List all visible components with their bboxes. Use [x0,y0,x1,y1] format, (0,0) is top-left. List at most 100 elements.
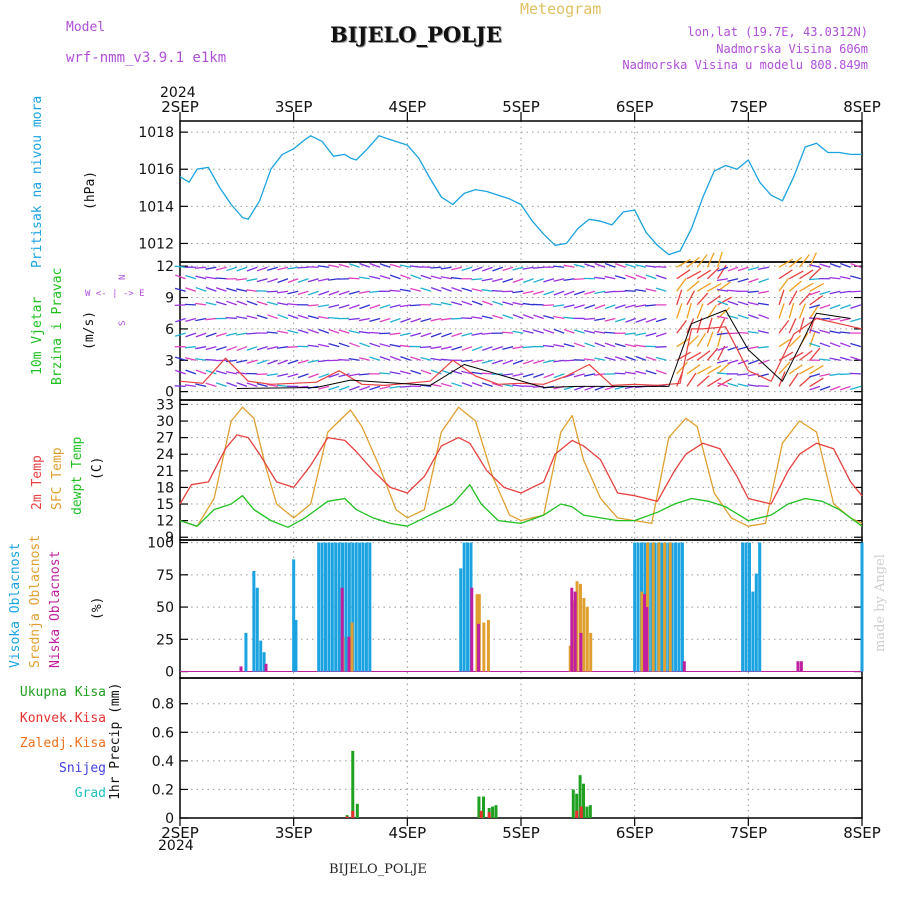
wind-barb [328,328,340,334]
wind-barb [430,266,442,269]
wind-barb [420,317,432,323]
wind-barb [584,263,596,268]
wind-barb [359,342,371,348]
wind-barb [430,383,442,388]
wind-barb [226,346,238,351]
wind-barb [471,371,483,375]
cloud-bar-high [758,542,762,672]
wind-barb [512,330,524,334]
wind-barb [420,369,432,375]
footer-station: BIJELO_POLJE [329,862,427,877]
wind-barb [604,331,616,334]
wind-gust-line [236,309,851,389]
wind-barb [624,343,636,348]
wind-barb [205,382,217,388]
wind-barb [522,329,534,334]
y-tick-label: 24 [156,447,174,463]
wind-barb [522,302,534,306]
wind-barb [297,278,309,283]
wind-barb [297,385,309,389]
x-tick-label-bottom: 6SEP [616,824,654,842]
wind-barb [195,302,207,306]
wind-barb [307,315,319,320]
wind-barb [267,266,278,272]
cloud-bar-low [347,636,351,672]
wind-barb [543,278,555,283]
wind-barb [420,287,432,292]
wind-barb [441,286,452,292]
wind-barb [635,344,647,348]
cloud-bar-mid [578,583,582,672]
wind-barb [604,356,616,361]
wind-barb [717,296,732,306]
wind-barb [318,328,330,334]
temp-2m-line [179,434,863,505]
wind-barb [379,274,391,280]
wind-barb [707,364,722,375]
wind-barb [277,266,289,271]
x-tick-label-top: 5SEP [502,98,540,116]
wind-barb [522,314,534,320]
wind-barb [686,364,701,375]
y-tick-label: 15 [156,497,174,513]
y-tick-label: 9 [165,291,174,307]
wind-barb [512,290,524,294]
meteogram-title: Meteogram [520,0,602,18]
pressure-line [179,135,862,256]
cloud-bar-high [660,542,664,672]
wind-barb [276,384,289,388]
wind-barb [502,359,514,365]
wind-barb [461,370,473,375]
wind-barb [849,290,861,293]
wind-barb [215,370,227,375]
wind-barb [839,276,851,280]
cloud-bar-low [645,607,649,672]
cloud-bar-high [244,632,248,672]
wind-barb [369,290,381,294]
wind-barb [533,359,544,365]
wind-barb [583,358,595,361]
wind-barb [236,359,248,364]
wind-barb [185,357,197,361]
wind-barb [256,359,268,365]
wind-barb [573,278,585,281]
cloud-bar-high [364,542,368,672]
wind-barb [266,373,278,377]
wind-barb [205,286,217,292]
wind-barb [553,373,565,379]
wind-barb [553,359,565,363]
wind-barb [369,342,381,348]
wind-barb [267,278,278,283]
precip-total-label: Ukupna Kisa [19,685,106,700]
panel-frame [179,677,863,819]
wind-barb [399,264,411,268]
wind-barb [706,252,715,268]
cloud-bar-high [361,542,365,672]
y-tick-label: 0.2 [152,782,174,798]
wind-barb [655,274,667,280]
wind-barb [481,382,493,388]
wind-barb [533,278,544,283]
wind-barb [399,344,411,348]
wind-barb [717,264,727,280]
wind-barb [492,382,503,388]
wind-barb [225,370,237,375]
wind-barb [359,385,371,391]
wind-barb [522,278,534,284]
cloud-bar-high [358,542,362,672]
wind-barb [850,304,862,309]
wind-barb [747,314,759,320]
wind-barb [308,373,319,379]
wind-barb [451,332,463,338]
wind-barb [297,266,309,269]
wind-barb [696,350,711,361]
wind-barb [410,369,422,375]
wind-barb [266,346,278,350]
wind-barb [318,278,330,282]
y-tick-label: 0.8 [152,697,174,713]
cloud-bar-mid [651,542,655,672]
wind-label-2: Brzina i Pravac [50,267,65,385]
wind-barb [829,276,841,280]
wind-barb [246,289,258,292]
wind-barb [461,359,473,363]
